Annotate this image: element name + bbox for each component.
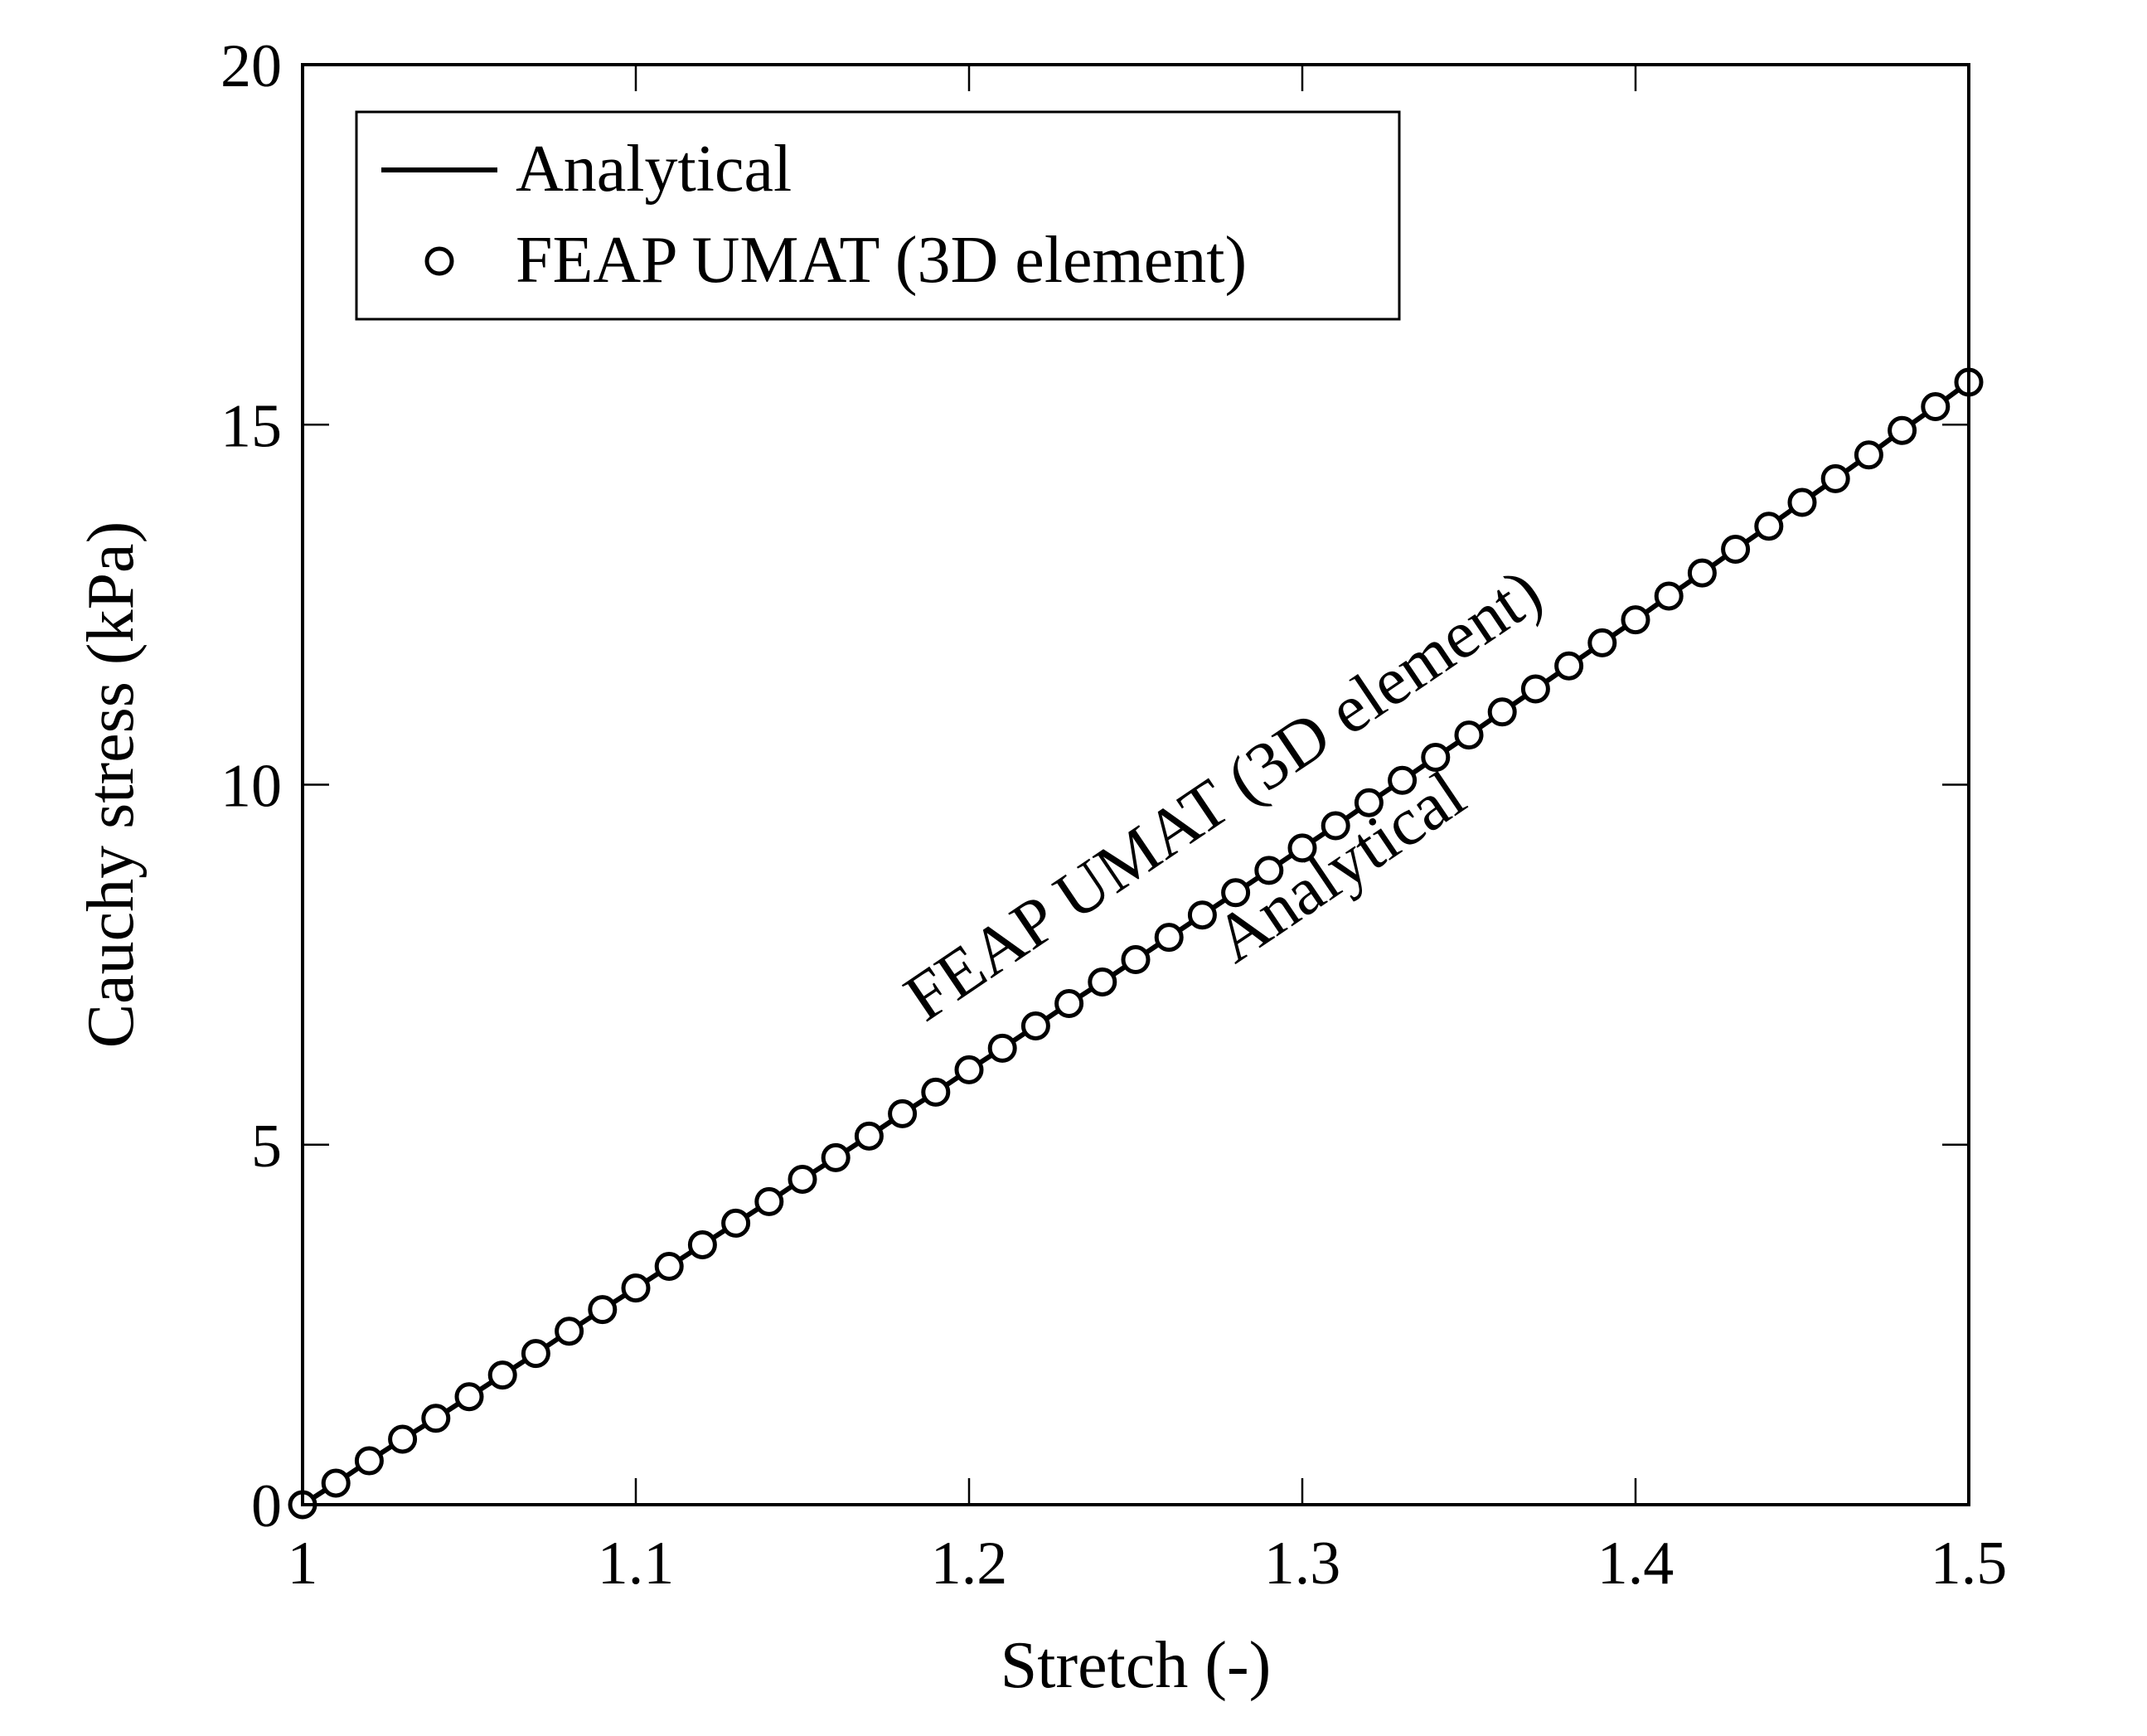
series-layer (288, 367, 1984, 1520)
y-axis-label: Cauchy stress (kPa) (75, 521, 148, 1048)
data-point-feap-umat (388, 1424, 418, 1454)
data-point-feap-umat (1721, 535, 1751, 564)
data-point-feap-umat (1421, 743, 1451, 772)
legend-label-analytical: Analytical (516, 133, 792, 206)
plot-area (288, 63, 1984, 1520)
data-point-feap-umat (888, 1098, 918, 1128)
data-point-feap-umat (321, 1468, 351, 1498)
data-point-feap-umat (555, 1317, 584, 1346)
data-point-feap-umat (821, 1142, 851, 1172)
data-point-feap-umat (1888, 415, 1917, 445)
data-point-feap-umat (1787, 487, 1817, 517)
data-point-feap-umat (687, 1229, 717, 1259)
data-point-feap-umat (354, 1446, 384, 1476)
data-point-feap-umat (1088, 967, 1117, 997)
y-axis-tick-labels: 0 5 10 15 20 (221, 32, 282, 1540)
data-point-feap-umat (1820, 463, 1850, 493)
data-point-feap-umat (721, 1208, 751, 1238)
legend-label-feap-umat: FEAP UMAT (3D element) (516, 224, 1247, 297)
data-point-feap-umat (1287, 833, 1317, 863)
data-point-feap-umat (1854, 440, 1883, 470)
data-point-feap-umat (1020, 1011, 1050, 1040)
data-point-feap-umat (1687, 558, 1717, 588)
legend-box (355, 110, 1401, 321)
data-point-feap-umat (1154, 923, 1184, 953)
legend: Analytical FEAP UMAT (3D element) (355, 110, 1401, 321)
y-tick-label: 15 (221, 392, 282, 460)
data-point-feap-umat (754, 1186, 784, 1216)
x-tick-label: 1.4 (1597, 1530, 1674, 1598)
data-point-feap-umat (1054, 989, 1084, 1019)
y-tick-label: 10 (221, 753, 282, 821)
x-axis-tick-labels: 1 1.1 1.2 1.3 1.4 1.5 (288, 1530, 2008, 1598)
x-tick-label: 1.5 (1931, 1530, 2008, 1598)
data-point-feap-umat (921, 1077, 951, 1107)
x-tick-label: 1.3 (1264, 1530, 1341, 1598)
y-tick-label: 20 (221, 32, 282, 100)
y-tick-label: 5 (251, 1113, 282, 1181)
data-point-feap-umat (1121, 945, 1151, 975)
plot-frame (301, 63, 1970, 1506)
data-point-feap-umat (788, 1164, 817, 1194)
data-point-feap-umat (1187, 900, 1217, 930)
data-point-feap-umat (1388, 765, 1418, 795)
data-point-feap-umat (1554, 651, 1584, 681)
data-point-feap-umat (1654, 581, 1684, 611)
data-point-feap-umat (1221, 878, 1251, 908)
data-point-feap-umat (521, 1339, 550, 1369)
data-point-feap-umat (1754, 512, 1784, 541)
data-point-feap-umat (1321, 811, 1350, 841)
data-point-feap-umat (1921, 392, 1951, 422)
x-tick-label: 1.2 (931, 1530, 1008, 1598)
data-point-feap-umat (654, 1252, 684, 1282)
data-point-feap-umat (454, 1382, 484, 1412)
data-point-feap-umat (1254, 856, 1284, 885)
legend-marker-swatch (424, 246, 454, 276)
data-point-feap-umat (1520, 674, 1550, 704)
data-point-feap-umat (1487, 697, 1517, 727)
data-point-feap-umat (621, 1273, 651, 1303)
data-point-feap-umat (588, 1295, 618, 1325)
y-tick-label: 0 (251, 1472, 282, 1540)
data-point-feap-umat (1454, 720, 1484, 750)
data-point-feap-umat (987, 1033, 1017, 1063)
data-point-feap-umat (1587, 628, 1617, 657)
data-point-feap-umat (1621, 605, 1650, 635)
data-point-feap-umat (487, 1360, 517, 1390)
data-point-feap-umat (854, 1121, 884, 1151)
x-tick-label: 1 (288, 1530, 318, 1598)
x-axis-label: Stretch (-) (1001, 1629, 1272, 1702)
data-point-feap-umat (954, 1055, 984, 1084)
x-tick-label: 1.1 (598, 1530, 675, 1598)
data-point-feap-umat (421, 1404, 451, 1433)
data-point-feap-umat (1354, 788, 1384, 817)
